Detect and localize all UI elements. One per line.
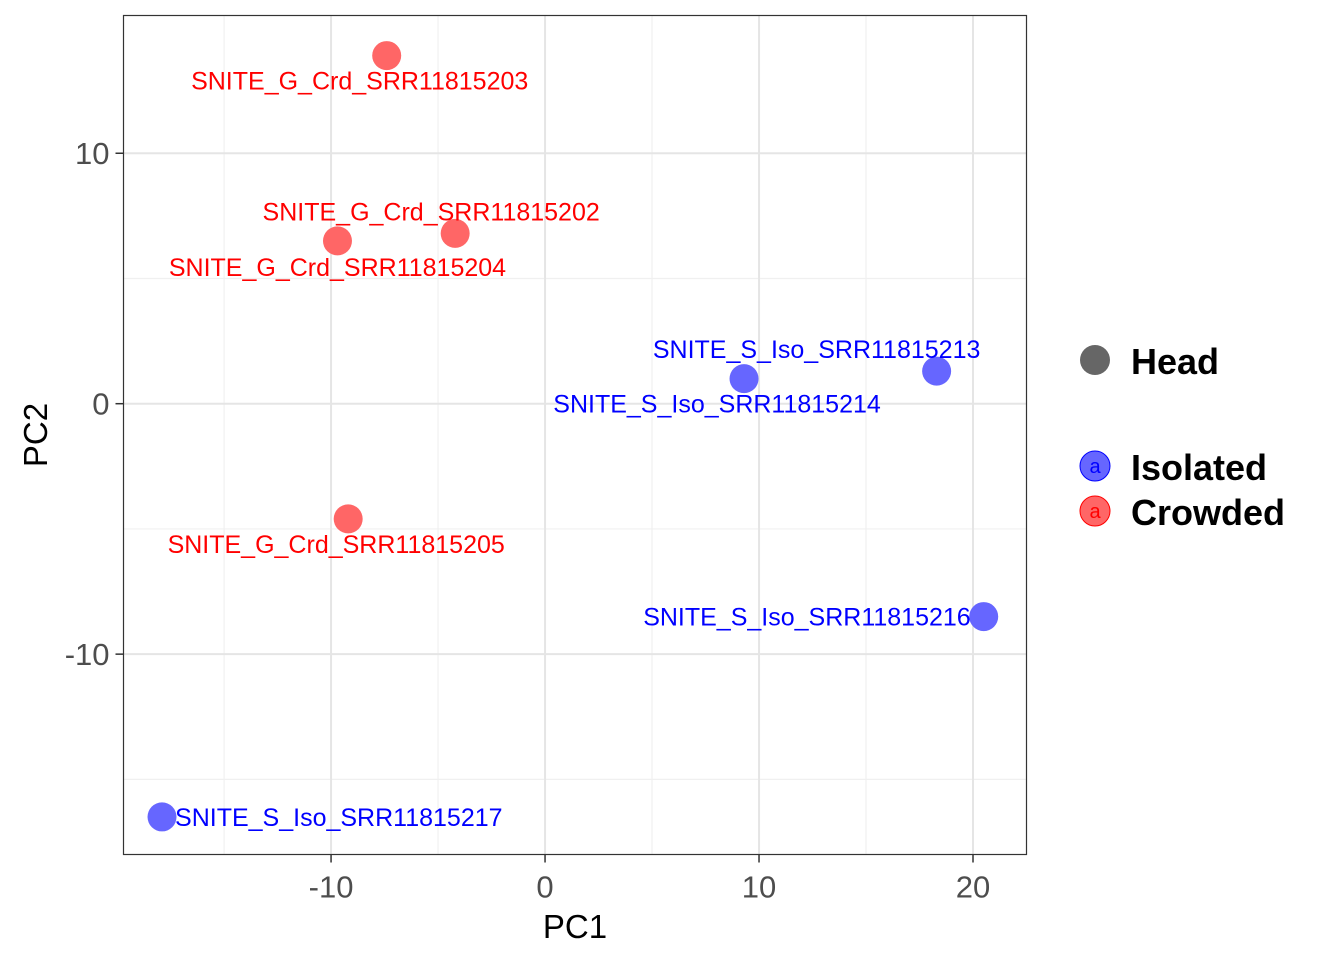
point-label: SNITE_G_Crd_SRR11815205 [168,531,505,559]
x-tick-label: 0 [536,870,553,905]
legend-isolated-key [1079,450,1111,482]
data-point [969,602,999,632]
data-point [440,218,470,248]
legend-crowded-key-letter: a [1089,501,1101,523]
x-tick-label: 10 [742,870,776,905]
point-label: SNITE_S_Iso_SRR11815214 [553,391,881,419]
plot-panel-border [122,14,1028,856]
data-point [333,504,363,534]
point-label: SNITE_G_Crd_SRR11815204 [169,254,506,282]
legend-head-key [1080,345,1110,375]
data-point [372,41,402,71]
point-label: SNITE_S_Iso_SRR11815217 [175,804,503,832]
data-point [729,364,759,394]
legend-isolated-label: Isolated [1131,447,1267,488]
point-labels: SNITE_G_Crd_SRR11815203 SNITE_G_Crd_SRR11… [168,68,981,832]
x-axis-title: PC1 [543,908,607,945]
point-label: SNITE_S_Iso_SRR11815213 [653,336,981,364]
legend: Head a Isolated a Crowded [1079,341,1285,533]
y-tick-label: 0 [92,387,109,422]
y-axis-title: PC2 [17,403,54,467]
x-tick-label: 20 [956,870,990,905]
legend-crowded-label: Crowded [1131,492,1285,533]
y-tick-label: -10 [65,637,110,672]
point-label: SNITE_G_Crd_SRR11815203 [191,68,528,96]
y-tick-label: 10 [75,136,109,171]
data-points [147,41,999,832]
legend-crowded-key [1079,495,1111,527]
axis-tick-labels: -10 0 10 20 -10 0 10 [65,136,991,904]
major-gridlines [123,15,1027,855]
legend-isolated-key-letter: a [1089,456,1101,478]
axis-ticks [115,152,974,863]
legend-head-label: Head [1131,341,1219,382]
minor-gridlines [123,15,1027,855]
data-point [922,356,952,386]
x-tick-label: -10 [309,870,354,905]
point-label: SNITE_S_Iso_SRR11815216 [643,604,971,632]
data-point [147,802,177,832]
point-label: SNITE_G_Crd_SRR11815202 [263,198,600,226]
data-point [322,226,352,256]
